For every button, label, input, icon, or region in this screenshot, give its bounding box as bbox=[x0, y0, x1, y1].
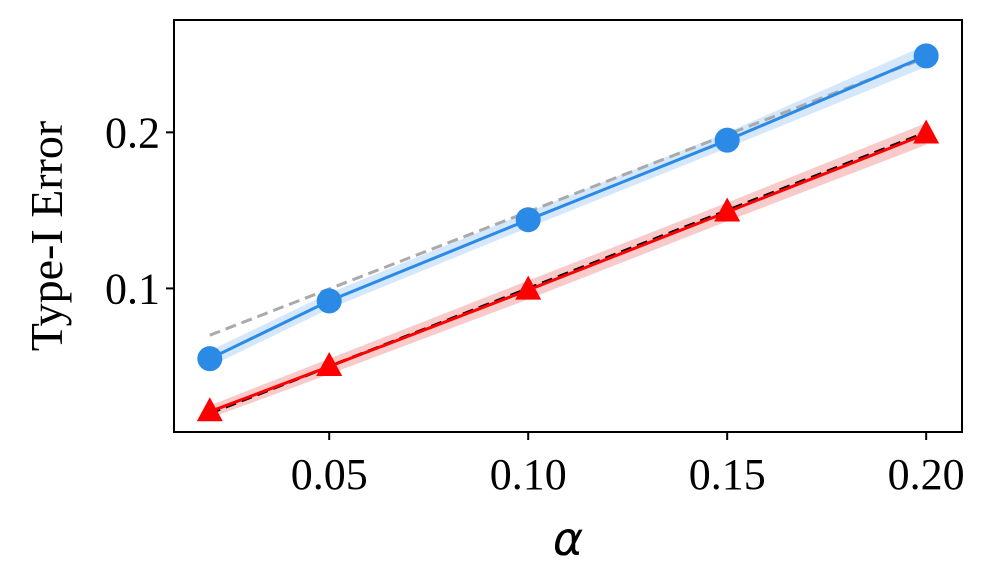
data-point-circle bbox=[913, 43, 939, 69]
data-point-triangle bbox=[913, 119, 940, 144]
plot-frame bbox=[173, 19, 963, 433]
x-axis-ticks: 0.05 0.10 0.15 0.20 bbox=[291, 432, 965, 499]
y-tick-label: 0.1 bbox=[105, 264, 160, 313]
x-tick-label: 0.05 bbox=[291, 450, 368, 499]
data-point-circle bbox=[316, 288, 342, 314]
data-point-triangle bbox=[196, 397, 223, 422]
x-tick-label: 0.15 bbox=[689, 450, 766, 499]
y-tick-label: 0.2 bbox=[105, 108, 160, 157]
x-tick-label: 0.10 bbox=[490, 450, 567, 499]
confidence-band-3 bbox=[209, 123, 927, 418]
data-point-triangle bbox=[515, 275, 542, 300]
reference-line-0 bbox=[209, 56, 927, 337]
data-point-circle bbox=[714, 127, 740, 153]
y-axis-label: Type-I Error bbox=[21, 121, 72, 352]
reference-lines bbox=[209, 56, 927, 415]
data-point-triangle bbox=[714, 197, 741, 222]
y-axis-ticks: 0.1 0.2 bbox=[105, 108, 174, 313]
x-axis-label: α bbox=[553, 512, 583, 566]
data-point-circle bbox=[515, 207, 541, 233]
data-point-triangle bbox=[316, 352, 343, 377]
confidence-band-2 bbox=[209, 45, 927, 367]
data-point-circle bbox=[197, 346, 223, 372]
x-tick-label: 0.20 bbox=[888, 450, 965, 499]
series-markers bbox=[196, 43, 940, 422]
series-line-3 bbox=[209, 132, 927, 414]
